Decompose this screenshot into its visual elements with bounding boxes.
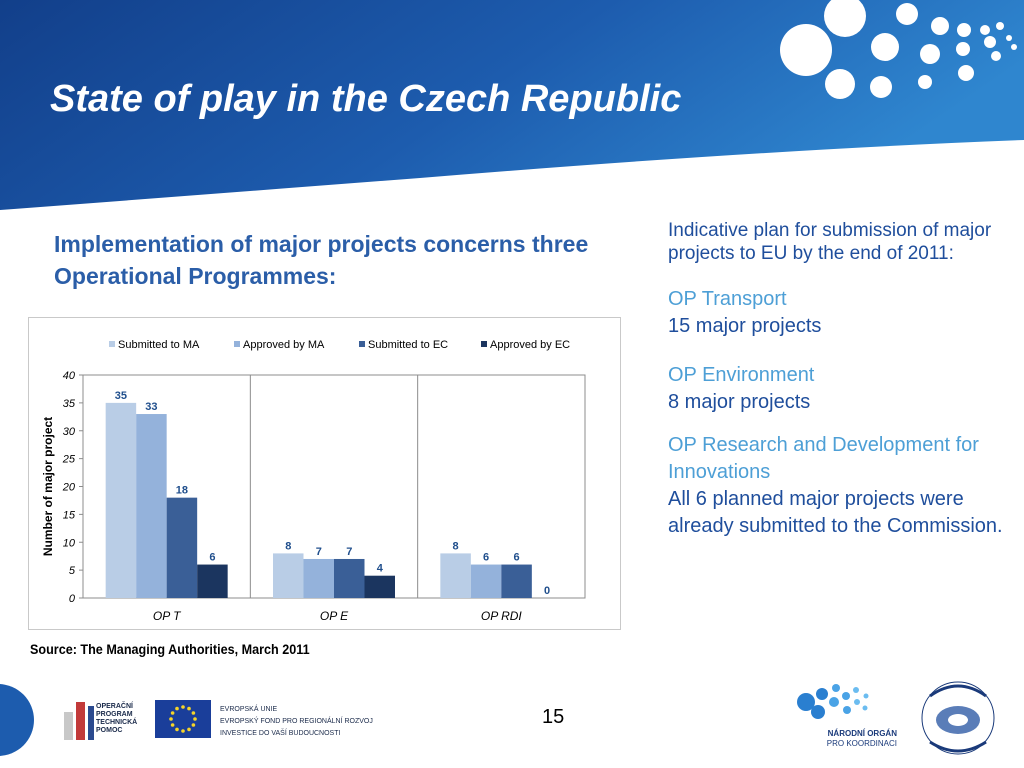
- plan-intro: Indicative plan for submission of major …: [668, 220, 992, 264]
- x-tick-label: OP E: [320, 609, 349, 623]
- y-axis-label: Number of major project: [41, 417, 55, 556]
- data-label: 6: [483, 552, 489, 564]
- page-number: 15: [542, 706, 565, 728]
- eu-logo-text: EVROPSKÁ UNIE EVROPSKÝ FOND PRO REGIONÁL…: [220, 704, 373, 740]
- bar: [197, 564, 228, 598]
- nok-logo-text: NÁRODNÍ ORGÁN PRO KOORDINACI: [821, 729, 897, 749]
- eu-star: [175, 706, 179, 711]
- data-label: 33: [145, 401, 157, 413]
- eu-star: [191, 723, 196, 727]
- legend-swatch: [109, 341, 115, 347]
- data-label: 7: [346, 546, 352, 558]
- y-tick-label: 5: [69, 565, 76, 577]
- opt-line-4: POMOC: [96, 727, 123, 734]
- eu-line-1: EVROPSKÁ UNIE: [220, 706, 278, 713]
- y-tick-label: 15: [63, 509, 76, 521]
- data-label: 6: [514, 552, 520, 564]
- bar: [136, 414, 167, 598]
- programme-desc-environment: 8 major projects: [668, 391, 811, 413]
- bar: [105, 402, 137, 598]
- y-tick-label: 20: [62, 482, 76, 494]
- header-band: [0, 0, 1024, 210]
- programme-name-environment: OP Environment: [668, 364, 815, 386]
- y-tick-label: 10: [63, 537, 76, 549]
- x-tick-label: OP T: [153, 609, 182, 623]
- legend-swatch: [359, 341, 365, 347]
- opt-line-2: PROGRAM: [96, 711, 133, 718]
- eu-star: [170, 723, 175, 727]
- opt-logo-text: OPERAČNÍ PROGRAM TECHNICKÁ POMOC: [96, 703, 137, 735]
- nok-logo: [797, 684, 869, 719]
- opt-line-3: TECHNICKÁ: [96, 719, 138, 726]
- bar: [166, 497, 198, 598]
- subheading: Implementation of major projects concern…: [54, 231, 589, 289]
- eu-flag: [155, 700, 211, 738]
- eu-star: [187, 706, 191, 711]
- y-tick-label: 25: [62, 454, 76, 466]
- data-label: 8: [453, 540, 459, 552]
- slide-title: State of play in the Czech Republic: [50, 78, 682, 120]
- legend-label: Approved by MA: [243, 339, 325, 351]
- footer-logos: [0, 681, 995, 756]
- x-tick-label: OP RDI: [481, 609, 523, 623]
- eu-line-2: EVROPSKÝ FOND PRO REGIONÁLNÍ ROZVOJ: [220, 718, 373, 725]
- source-note: Source: The Managing Authorities, March …: [30, 641, 310, 657]
- eu-line-3: INVESTICE DO VAŠÍ BUDOUCNOSTI: [220, 730, 341, 737]
- legend-swatch: [481, 341, 487, 347]
- data-label: 4: [377, 563, 384, 575]
- data-label: 8: [285, 540, 291, 552]
- programme-name-transport: OP Transport: [668, 288, 787, 310]
- eu-star: [175, 727, 179, 732]
- programme-desc-rdi: All 6 planned major projects were alread…: [668, 488, 1003, 537]
- programme-name-rdi: OP Research and Development for Innovati…: [668, 434, 979, 483]
- opt-line-1: OPERAČNÍ: [96, 703, 133, 710]
- eu-star: [181, 729, 185, 733]
- legend-swatch: [234, 341, 240, 347]
- y-tick-label: 40: [63, 370, 76, 382]
- right-column: Indicative plan for submission of major …: [668, 219, 1008, 540]
- nok-line-1: NÁRODNÍ ORGÁN: [827, 729, 897, 738]
- bar: [334, 558, 365, 598]
- corner-circle: [0, 684, 34, 756]
- legend-label: Submitted to EC: [368, 339, 448, 351]
- programme-desc-transport: 15 major projects: [668, 315, 822, 337]
- eu-star: [191, 711, 196, 715]
- data-label: 0: [544, 585, 550, 597]
- bar: [501, 564, 532, 598]
- opt-logo: [64, 702, 94, 740]
- bar-chart: 0 5 10 15 20 25 30 35 40 Number of major project 3…: [28, 317, 621, 630]
- bar: [470, 564, 502, 598]
- data-label: 6: [209, 552, 215, 564]
- bar: [303, 558, 334, 598]
- decorative-dots: [780, 0, 1017, 99]
- legend-label: Approved by EC: [490, 339, 570, 351]
- y-tick-label: 30: [63, 426, 76, 438]
- eu-star: [187, 727, 191, 732]
- eu-star: [169, 717, 173, 721]
- bar: [273, 553, 304, 598]
- eu-star: [170, 711, 175, 715]
- legend-label: Submitted to MA: [118, 339, 200, 351]
- y-tick-label: 35: [63, 398, 76, 410]
- data-label: 35: [115, 390, 127, 402]
- bar: [440, 553, 471, 598]
- y-tick-label: 0: [69, 593, 76, 605]
- bar: [364, 575, 395, 598]
- data-label: 18: [176, 485, 188, 497]
- eu-star: [181, 705, 185, 709]
- mmr-logo: [921, 681, 995, 755]
- nok-line-2: PRO KOORDINACI: [826, 739, 897, 748]
- eu-star: [193, 717, 197, 721]
- data-label: 7: [316, 546, 322, 558]
